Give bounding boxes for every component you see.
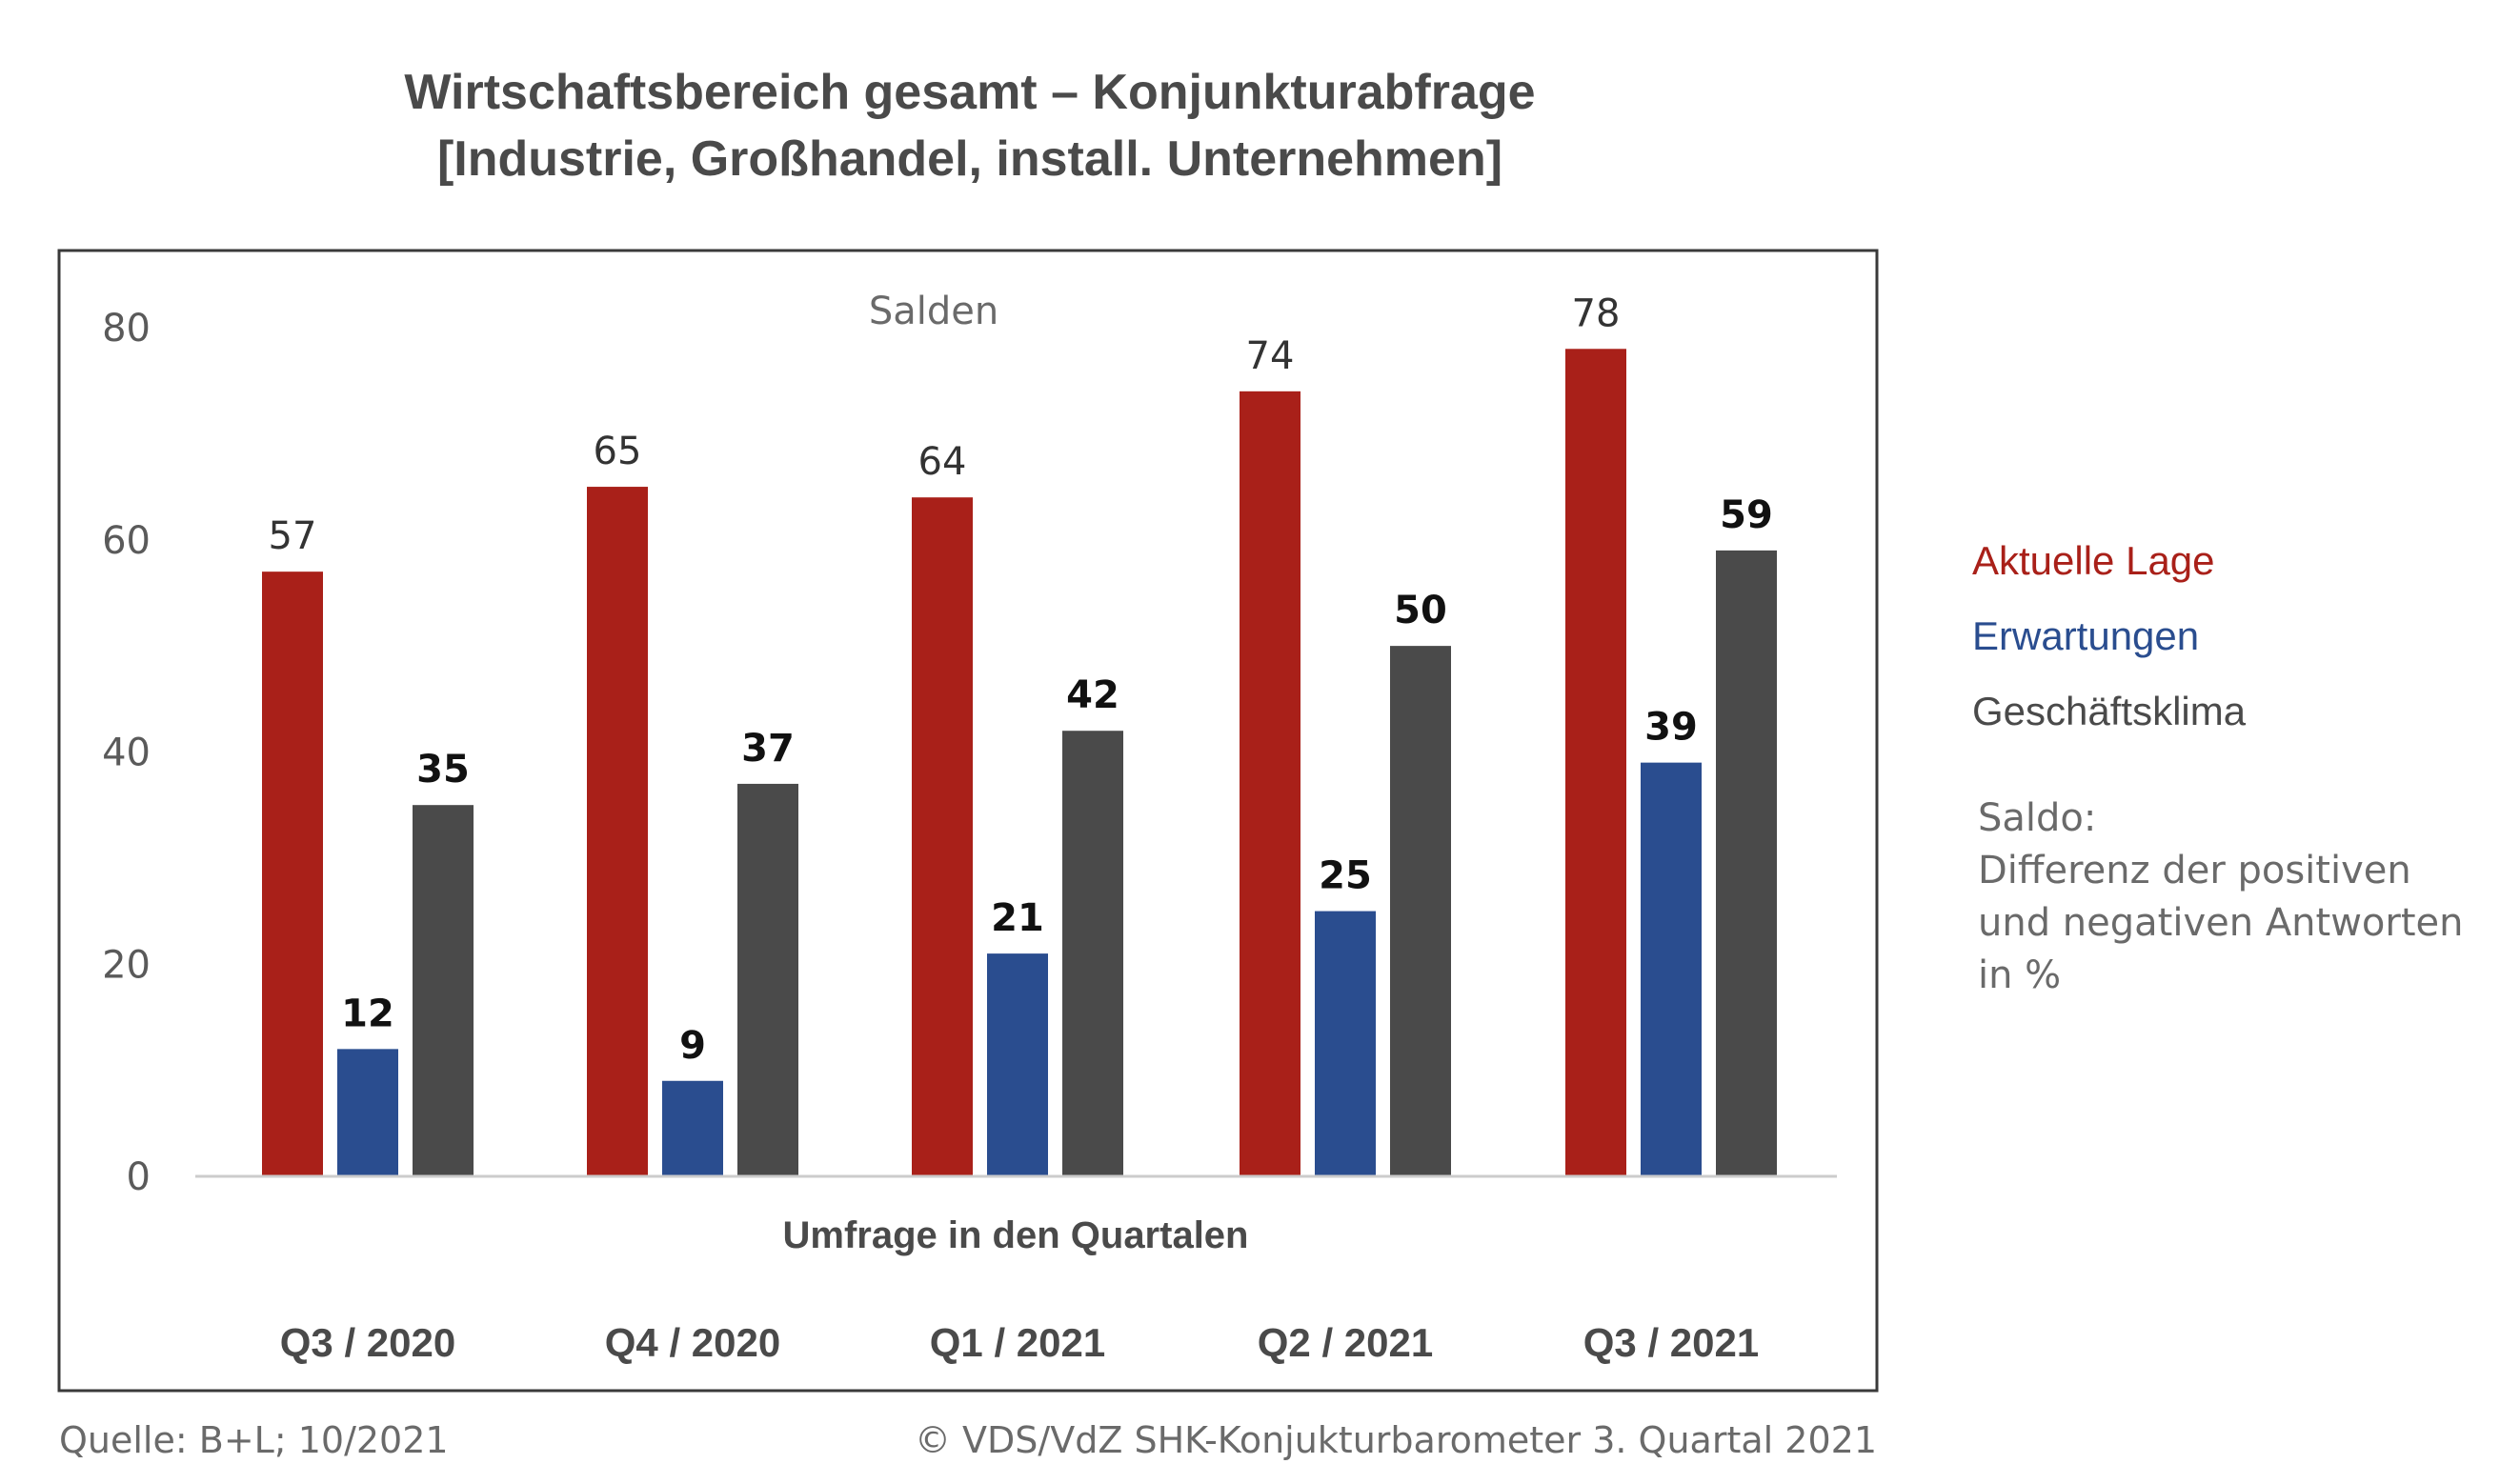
bar-value-label: 21 xyxy=(991,896,1044,940)
bar-value-label: 12 xyxy=(341,992,394,1035)
bar-erwartungen xyxy=(662,1080,723,1176)
copyright-note: © VDS/VdZ SHK-Konjukturbarometer 3. Quar… xyxy=(915,1419,1877,1461)
bar-value-label: 57 xyxy=(269,514,317,558)
bar-aktuelle-lage xyxy=(1565,349,1626,1176)
bar-aktuelle-lage xyxy=(912,497,973,1176)
bar-labels-group: 57 12 35 65 9 37 64 21 42 74 25 50 78 39 59 xyxy=(269,291,1773,1067)
bar-geschaeftsklima xyxy=(1716,550,1777,1176)
bar-value-label: 25 xyxy=(1319,854,1372,898)
chart-title-line1: Wirtschaftsbereich gesamt – Konjunkturab… xyxy=(404,65,1535,120)
category-label: Q3 / 2020 xyxy=(280,1320,455,1365)
y-tick-label: 80 xyxy=(102,307,151,351)
y-tick-label: 60 xyxy=(102,519,151,563)
y-tick-label: 0 xyxy=(127,1155,151,1199)
bar-erwartungen xyxy=(987,953,1048,1176)
y-tick-label: 40 xyxy=(102,732,151,775)
bar-aktuelle-lage xyxy=(1240,391,1300,1176)
bar-geschaeftsklima xyxy=(1390,646,1451,1176)
bar-geschaeftsklima xyxy=(413,805,474,1176)
saldo-note-line3: und negativen Antworten xyxy=(1978,901,2464,945)
saldo-note-line1: Saldo: xyxy=(1978,796,2096,840)
bar-erwartungen xyxy=(337,1049,398,1176)
legend-erwartungen: Erwartungen xyxy=(1972,613,2199,658)
bar-value-label: 50 xyxy=(1394,589,1447,632)
y-tick-label: 20 xyxy=(102,943,151,987)
saldo-note-line2: Differenz der positiven xyxy=(1978,849,2411,892)
bar-value-label: 74 xyxy=(1246,334,1295,378)
bar-value-label: 37 xyxy=(741,727,795,771)
category-label: Q3 / 2021 xyxy=(1583,1320,1759,1365)
category-label: Q4 / 2020 xyxy=(605,1320,780,1365)
legend-geschaeftsklima: Geschäftsklima xyxy=(1972,689,2247,733)
bar-value-label: 59 xyxy=(1720,493,1773,537)
category-labels: Q3 / 2020 Q4 / 2020 Q1 / 2021 Q2 / 2021 Q3 /… xyxy=(280,1320,1759,1365)
saldo-note-line4: in % xyxy=(1978,953,2061,997)
bar-erwartungen xyxy=(1641,762,1702,1176)
bars-group xyxy=(262,349,1777,1176)
bar-geschaeftsklima xyxy=(737,783,798,1176)
chart-title-line2: [Industrie, Großhandel, install. Unterne… xyxy=(437,131,1502,187)
bar-value-label: 42 xyxy=(1066,673,1119,717)
category-label: Q2 / 2021 xyxy=(1258,1320,1433,1365)
legend-aktuelle-lage: Aktuelle Lage xyxy=(1972,538,2215,583)
bar-value-label: 9 xyxy=(679,1024,706,1068)
bar-value-label: 64 xyxy=(918,440,967,484)
bar-value-label: 35 xyxy=(416,748,470,792)
bar-geschaeftsklima xyxy=(1062,731,1123,1176)
x-axis-title: Umfrage in den Quartalen xyxy=(783,1214,1249,1256)
bar-value-label: 39 xyxy=(1644,706,1698,750)
salden-annotation: Salden xyxy=(869,290,998,333)
bar-value-label: 78 xyxy=(1572,291,1621,335)
source-note: Quelle: B+L; 10/2021 xyxy=(59,1419,449,1461)
bar-value-label: 65 xyxy=(594,430,642,473)
bar-aktuelle-lage xyxy=(262,572,323,1176)
bar-erwartungen xyxy=(1315,911,1376,1176)
y-axis-ticks: 0 20 40 60 80 xyxy=(102,307,151,1199)
plot-frame xyxy=(57,249,1879,1393)
category-label: Q1 / 2021 xyxy=(930,1320,1105,1365)
bar-aktuelle-lage xyxy=(587,487,648,1176)
